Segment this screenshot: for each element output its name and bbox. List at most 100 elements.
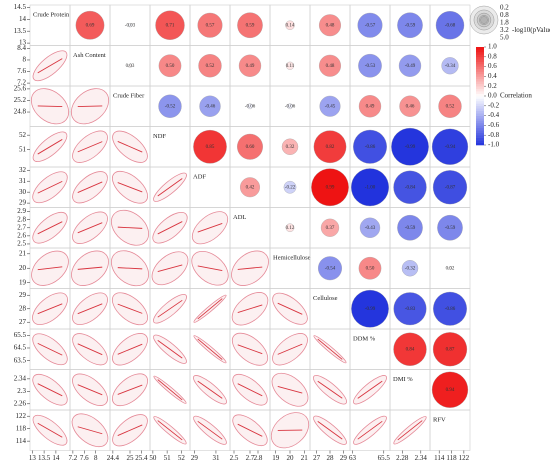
y-tick-label: 118 xyxy=(16,424,27,432)
colorbar-label: -1.0 xyxy=(488,141,500,149)
colorbar-segment xyxy=(476,103,484,107)
x-tick-label: 52 xyxy=(178,454,186,462)
fit-line xyxy=(77,222,103,234)
fit-line xyxy=(237,423,263,437)
correlation-label: 0.84 xyxy=(406,347,415,352)
size-key xyxy=(480,16,488,24)
x-tick-label: 2.28 xyxy=(396,454,409,462)
correlation-label: 0.94 xyxy=(446,388,455,393)
correlation-label: -0.06 xyxy=(245,104,256,109)
y-tick-label: 29 xyxy=(19,199,27,207)
colorbar-segment xyxy=(476,66,484,70)
fit-line xyxy=(277,302,303,315)
colorbar-segment xyxy=(476,61,484,65)
correlation-circle xyxy=(285,20,295,30)
y-tick-label: 2.34 xyxy=(14,374,27,382)
y-tick-label: 19 xyxy=(19,278,27,286)
x-tick-label: 20 xyxy=(287,454,295,462)
correlation-label: 0.48 xyxy=(326,64,335,69)
x-tick-label: 14 xyxy=(52,454,60,462)
fit-line xyxy=(117,343,143,355)
correlation-circle xyxy=(351,168,389,207)
correlation-circle xyxy=(358,53,382,78)
x-tick-label: 8 xyxy=(94,454,98,462)
colorbar-segment xyxy=(476,76,484,80)
correlation-circle xyxy=(240,177,260,198)
correlation-circle xyxy=(357,12,383,38)
correlation-label: -0.94 xyxy=(445,145,456,150)
x-tick-label: 19 xyxy=(272,454,280,462)
fit-line xyxy=(397,420,423,441)
fit-line xyxy=(157,264,183,272)
correlation-label: -0.06 xyxy=(285,104,296,109)
x-tick-label: 7.2 xyxy=(68,454,77,462)
y-tick-label: 30 xyxy=(19,188,27,196)
x-tick-label: 25.4 xyxy=(135,454,148,462)
size-key xyxy=(473,9,495,31)
fit-line xyxy=(197,380,223,399)
colorbar-label: -0.2 xyxy=(488,101,500,109)
fit-line xyxy=(157,299,183,318)
size-key xyxy=(479,15,489,25)
correlation-circle xyxy=(319,54,341,77)
x-tick-label: 7.6 xyxy=(80,454,89,462)
colorbar-segment xyxy=(476,59,484,62)
colorbar-segment xyxy=(476,69,484,72)
x-tick-label: 65.5 xyxy=(378,454,391,462)
colorbar-segment xyxy=(476,100,484,104)
colorbar-segment xyxy=(476,51,484,55)
y-tick-label: 2.26 xyxy=(14,399,27,407)
colorbar-title: Correlation xyxy=(500,92,532,100)
correlation-label: -0.57 xyxy=(365,23,376,28)
fit-line xyxy=(157,420,183,441)
colorbar-segment xyxy=(476,54,484,58)
x-tick-label: 2.34 xyxy=(415,454,428,462)
fit-line xyxy=(237,266,263,270)
correlation-label: -0.34 xyxy=(445,64,456,69)
x-tick-label: 13 xyxy=(29,454,37,462)
fit-line xyxy=(277,343,303,355)
correlation-circle xyxy=(155,10,185,40)
correlation-circle xyxy=(199,95,221,117)
fit-line xyxy=(77,266,103,270)
y-tick-label: 65.5 xyxy=(14,331,27,339)
correlation-circle xyxy=(432,170,468,205)
correlation-circle xyxy=(197,12,223,38)
size-label: 5.0 xyxy=(500,34,509,42)
fit-line xyxy=(117,384,143,395)
colorbar-segment xyxy=(476,88,484,92)
y-tick-label: 2.8 xyxy=(17,215,26,223)
colorbar-segment xyxy=(476,86,484,89)
correlation-circle xyxy=(319,14,341,37)
correlation-label: 0.12 xyxy=(286,226,295,231)
correlation-label: 0.71 xyxy=(166,23,175,28)
y-tick-label: 122 xyxy=(16,412,27,420)
correlation-circle xyxy=(358,95,382,118)
fit-line xyxy=(197,265,223,271)
correlation-label: -0.99 xyxy=(365,307,376,312)
fit-line xyxy=(357,380,383,399)
size-title: -log10(pValue) xyxy=(512,26,550,34)
correlation-label: -0.22 xyxy=(285,185,296,190)
correlation-label: -0.86 xyxy=(445,307,456,312)
correlation-circle xyxy=(247,103,253,110)
correlation-label: -0.83 xyxy=(405,307,416,312)
fit-line xyxy=(77,141,103,153)
x-tick-label: 13.5 xyxy=(38,454,51,462)
correlation-label: 0.42 xyxy=(246,185,255,190)
correlation-label: 0.48 xyxy=(326,23,335,28)
y-tick-label: 32 xyxy=(19,166,27,174)
colorbar-segment xyxy=(476,135,484,138)
colorbar-segment xyxy=(476,73,484,77)
correlation-label: 0.49 xyxy=(246,64,255,69)
fit-line xyxy=(317,338,343,360)
correlation-label: 0.69 xyxy=(86,23,95,28)
fit-line xyxy=(157,178,183,197)
correlation-circle xyxy=(158,94,182,118)
x-tick-label: 27 xyxy=(313,454,321,462)
x-tick-label: 50 xyxy=(149,454,157,462)
y-tick-label: 28 xyxy=(19,304,27,312)
correlation-circle xyxy=(351,289,389,328)
correlation-circle xyxy=(320,218,340,237)
y-tick-label: 29 xyxy=(19,291,27,299)
